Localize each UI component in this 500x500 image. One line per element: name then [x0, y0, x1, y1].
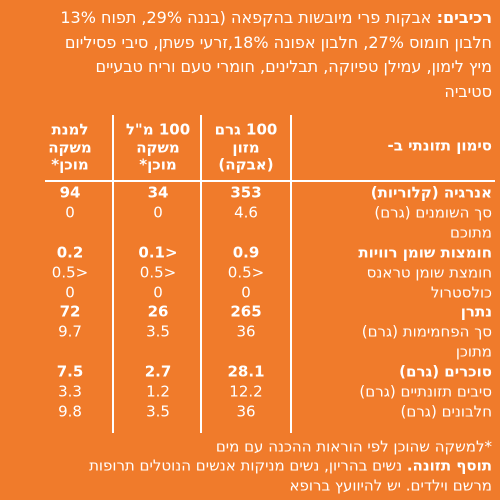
row-label: חומצות שומן רוויות: [358, 243, 492, 262]
cell-value: 0: [241, 283, 251, 301]
header-cell: משקה: [136, 138, 180, 156]
cell-value: 0.9: [232, 243, 260, 262]
cell-value: 3.5: [146, 322, 170, 341]
cell-value: 1.2: [146, 382, 170, 401]
row-label: מתוכן: [455, 342, 492, 361]
header-cell: מוכן*: [51, 155, 89, 174]
cell-value: 3.5: [146, 402, 170, 421]
ingredients-text: חלבון חומוס 27%, חלבון אפונה 18%,זרעי פש…: [64, 32, 492, 52]
ingredients-line: רכיבים: אבקות פרי מיובשות בהקפאה (בננה 2…: [60, 10, 492, 26]
cell-value: 94: [59, 183, 81, 202]
row-label: חלבונים (גרם): [400, 402, 492, 421]
ingredients-text: סטיביה: [444, 81, 492, 101]
row-label: מתוכם: [449, 223, 492, 242]
cell-value: 72: [59, 302, 81, 321]
divider: [45, 180, 495, 182]
warning-text: נשים בהריון, נשים מניקות אנשים הנוטלים ת…: [89, 456, 403, 475]
cell-value: 0: [153, 283, 163, 301]
divider: [112, 115, 114, 433]
header-cell: 100 גרם: [214, 120, 278, 139]
footer-note: *למשקה שהוכן לפי הוראות ההכנה עם מים: [215, 437, 492, 456]
cell-value: 26: [147, 302, 169, 321]
cell-value: <0.1: [138, 243, 178, 262]
cell-value: 353: [230, 183, 262, 202]
cell-value: <0.5: [227, 263, 265, 282]
cell-value: 9.7: [58, 322, 82, 341]
warning-text: מרשם וילדים. יש להיוועץ ברופא: [289, 476, 492, 495]
row-label: סך הפחמימות (גרם): [361, 322, 492, 341]
header-cell: מזון: [232, 138, 260, 156]
cell-value: 9.8: [58, 402, 82, 421]
header-cell: משקה: [48, 138, 92, 156]
cell-value: 0: [153, 203, 163, 222]
cell-value: 12.2: [229, 382, 263, 401]
row-label: נתרן: [460, 302, 492, 321]
warning-line: תוסף תזונה. נשים בהריון, נשים מניקות אנש…: [89, 456, 492, 475]
cell-value: 0: [65, 283, 75, 301]
cell-value: 265: [230, 302, 262, 321]
cell-value: 36: [236, 402, 256, 421]
row-label: כולסטרול: [430, 283, 492, 301]
ingredients-label: רכיבים:: [436, 8, 492, 27]
cell-value: 28.1: [227, 362, 265, 381]
row-label: אנרגיה (קלוריות): [370, 183, 492, 202]
ingredients-text: אבקות פרי מיובשות בהקפאה (בננה 29%, תפוח…: [60, 8, 432, 27]
header-cell: למנת: [51, 120, 89, 139]
cell-value: 7.5: [56, 362, 84, 381]
cell-value: <0.5: [139, 263, 177, 282]
divider: [290, 115, 292, 433]
cell-value: 0.2: [56, 243, 84, 262]
cell-value: 2.7: [144, 362, 172, 381]
header-cell: סימון תזונתי ב-: [387, 136, 492, 155]
ingredients-text: מיץ לימון, עמילן טפיוקה, תבלינים, חומרי …: [95, 57, 492, 76]
cell-value: 3.3: [58, 382, 82, 401]
cell-value: 4.6: [234, 203, 258, 222]
cell-value: 34: [147, 183, 169, 202]
warning-title: תוסף תזונה.: [406, 456, 492, 475]
divider: [200, 115, 202, 433]
cell-value: <0.5: [51, 263, 89, 282]
header-cell: (אבקה): [218, 155, 274, 174]
cell-value: 36: [236, 322, 256, 341]
header-cell: מוכן*: [139, 155, 177, 174]
row-label: סיבים תזונתיים (גרם): [359, 382, 492, 401]
cell-value: 0: [65, 203, 75, 222]
header-cell: 100 מ"ל: [125, 120, 191, 139]
row-label: סך השומנים (גרם): [374, 203, 492, 222]
row-label: סוכרים (גרם): [399, 362, 492, 381]
row-label: חומצת שומן טראנס: [366, 263, 492, 282]
